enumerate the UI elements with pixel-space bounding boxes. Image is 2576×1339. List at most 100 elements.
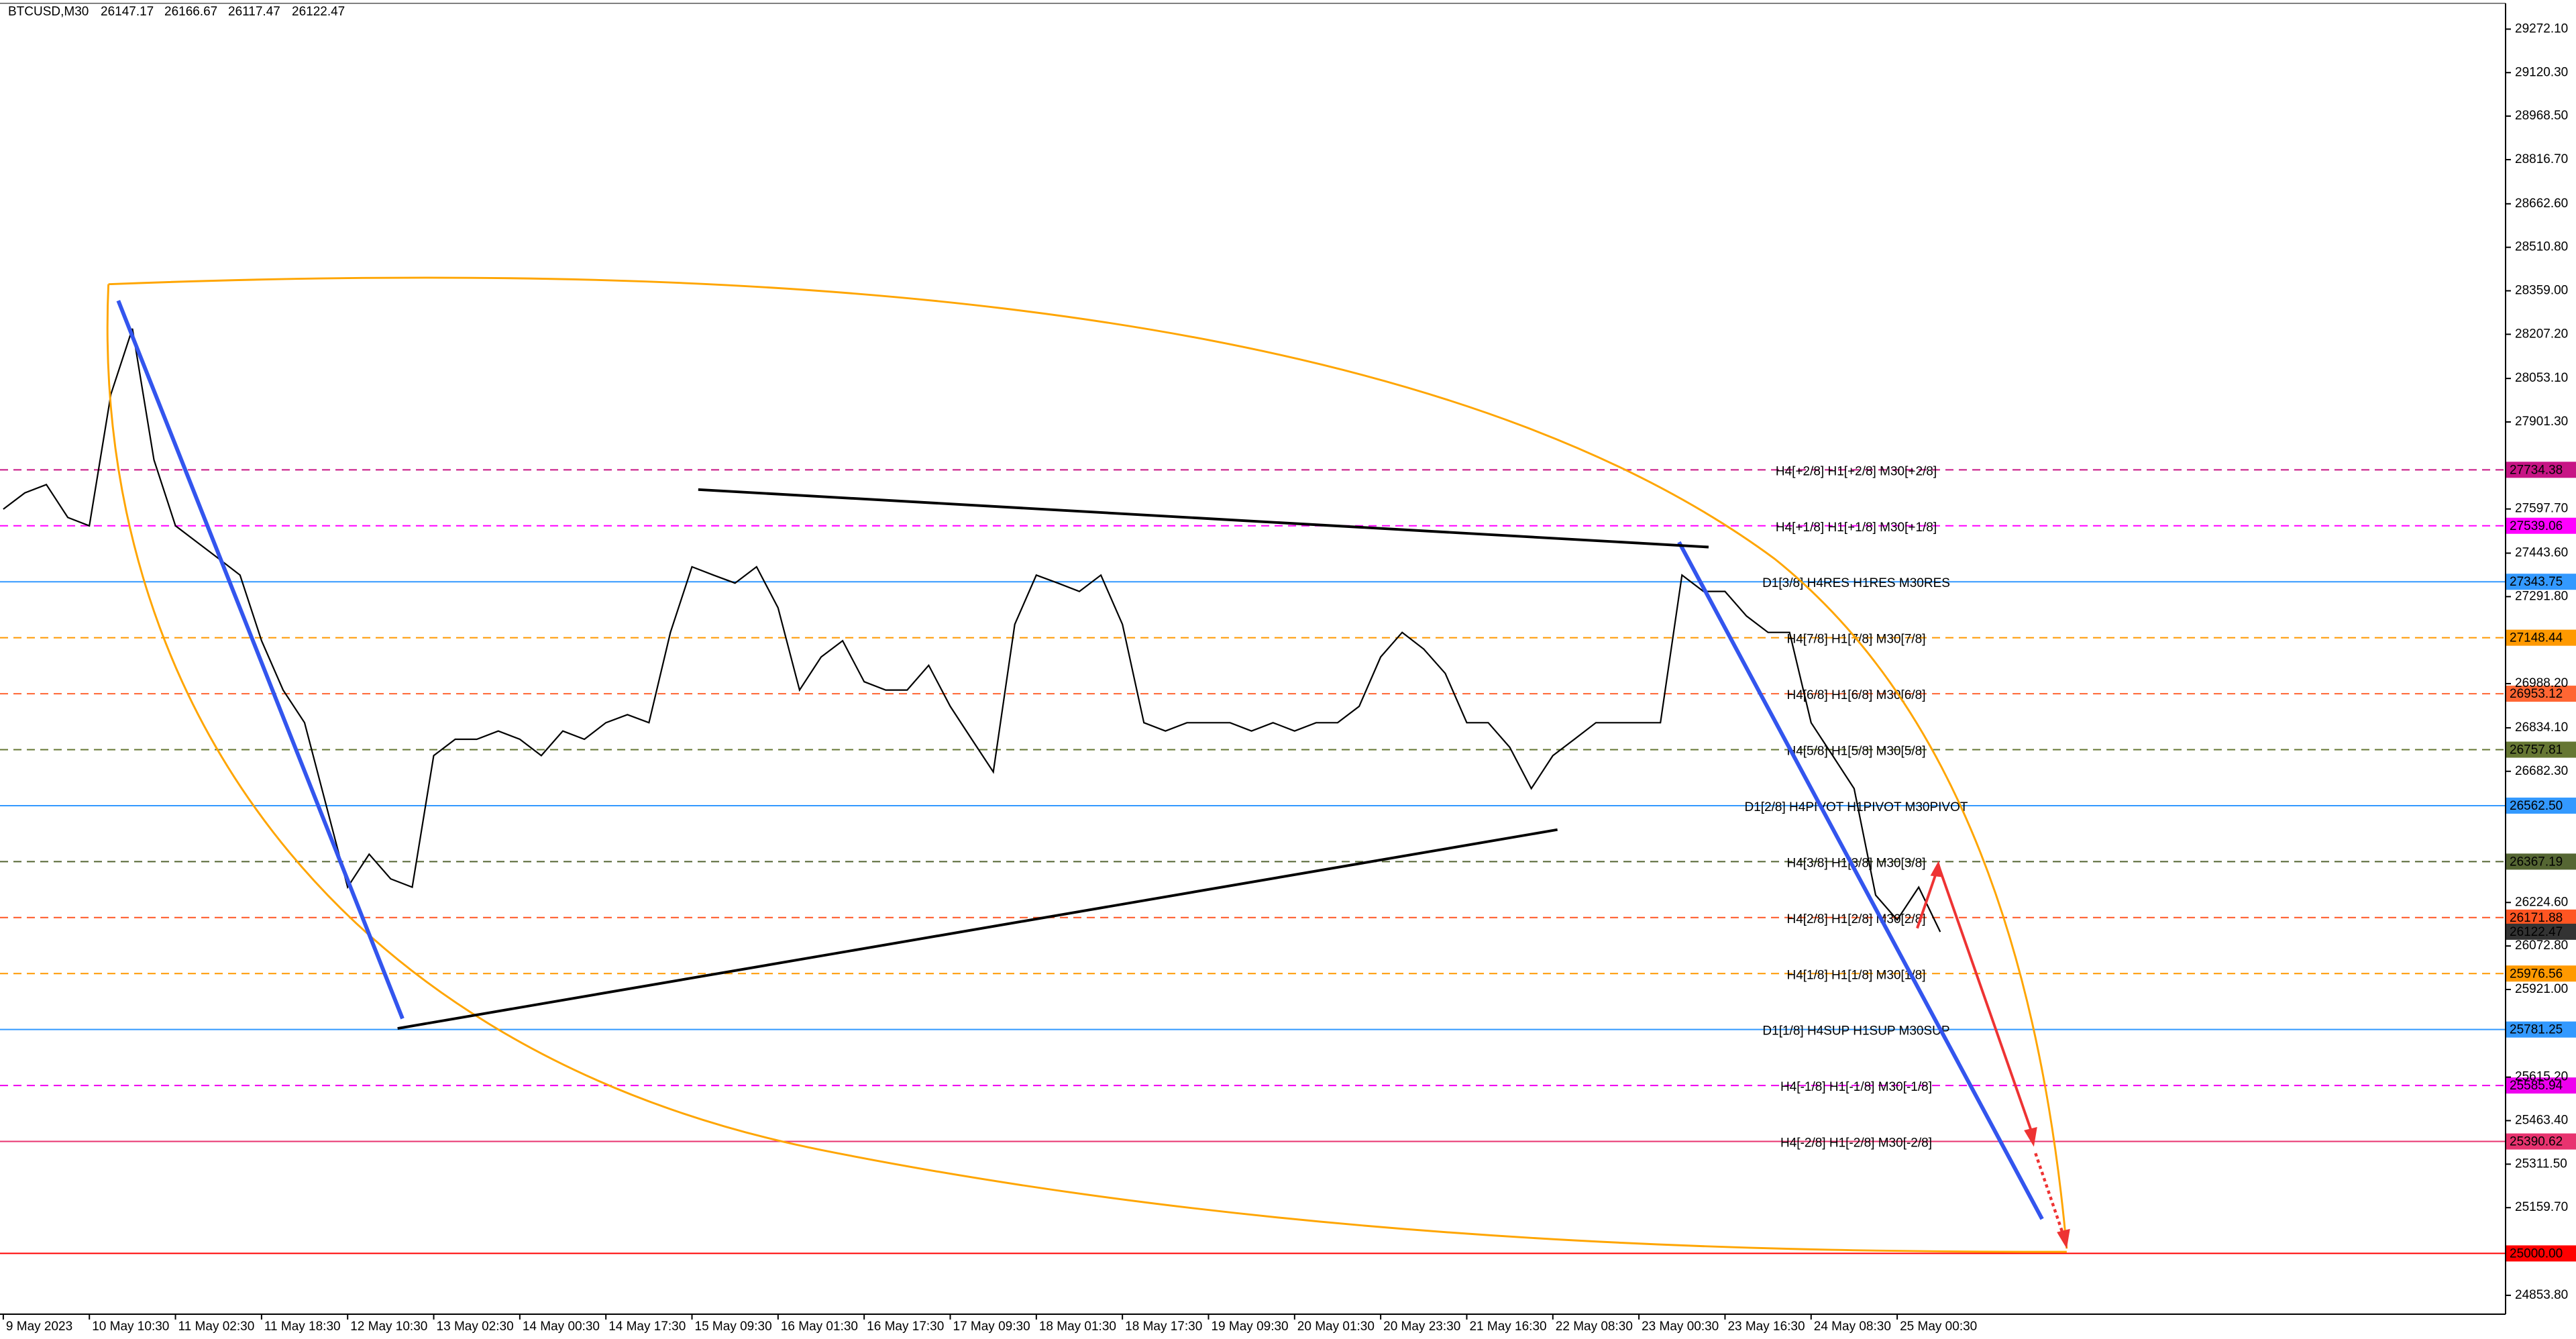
x-tick-label: 20 May 23:30 xyxy=(1383,1320,1460,1334)
y-tick-label: 28510.80 xyxy=(2515,240,2568,254)
levels: H4[+2/8] H1[+2/8] M30[+2/8] 27734.38 H4[+1… xyxy=(0,462,2576,1262)
y-tick-label: 28816.70 xyxy=(2515,152,2568,166)
level-tag-label: 27734.38 xyxy=(2510,463,2563,477)
level-label: H4[6/8] H1[6/8] M30[6/8] xyxy=(1786,688,1925,702)
trend-line xyxy=(1677,541,2044,1220)
arrow-head xyxy=(2024,1127,2037,1147)
level-tag xyxy=(2506,1245,2576,1262)
x-tick-label: 9 May 2023 xyxy=(6,1320,72,1334)
symbol: BTCUSD,M30 xyxy=(8,5,89,19)
price-series xyxy=(3,328,1941,932)
level-label: H4[+2/8] H1[+2/8] M30[+2/8] xyxy=(1776,464,1937,478)
x-tick-label: 10 May 10:30 xyxy=(92,1320,169,1334)
x-tick-label: 16 May 01:30 xyxy=(781,1320,858,1334)
x-tick-label: 21 May 16:30 xyxy=(1469,1320,1546,1334)
arrow-head xyxy=(2057,1228,2070,1249)
forecast-arrow xyxy=(2034,1153,2065,1236)
x-tick-label: 17 May 09:30 xyxy=(953,1320,1030,1334)
level-label: H4[-2/8] H1[-2/8] M30[-2/8] xyxy=(1780,1136,1932,1150)
y-tick-label: 27291.80 xyxy=(2515,589,2568,603)
level-tag-label: 25976.56 xyxy=(2510,967,2563,981)
level-label: D1[2/8] H4PIVOT H1PIVOT M30PIVOT xyxy=(1745,800,1968,814)
y-tick-label: 25463.40 xyxy=(2515,1113,2568,1127)
level-tag-label: 27539.06 xyxy=(2510,519,2563,533)
header: BTCUSD,M30 26147.17 26166.67 26117.47 26… xyxy=(8,5,345,19)
level-tag xyxy=(2506,629,2576,646)
y-tick-label: 28053.10 xyxy=(2515,371,2568,385)
level-tag-label: 26953.12 xyxy=(2510,687,2563,701)
x-tick-label: 13 May 02:30 xyxy=(437,1320,514,1334)
y-tick-label: 25311.50 xyxy=(2515,1157,2567,1171)
y-tick-label: 26682.30 xyxy=(2515,764,2568,778)
y-tick-label: 25921.00 xyxy=(2515,982,2568,996)
x-tick-label: 14 May 00:30 xyxy=(523,1320,600,1334)
y-tick-label: 27901.30 xyxy=(2515,415,2568,429)
x-tick-label: 22 May 08:30 xyxy=(1556,1320,1633,1334)
trend-line xyxy=(116,300,405,1020)
y-tick-label: 25159.70 xyxy=(2515,1200,2568,1214)
y-tick-label: 27443.60 xyxy=(2515,546,2568,560)
level-tag xyxy=(2506,462,2576,478)
level-tag-label: 27148.44 xyxy=(2510,631,2563,645)
level-tag-label: 25781.25 xyxy=(2510,1023,2563,1037)
arc-bottom xyxy=(106,284,2067,1253)
x-tick-label: 16 May 17:30 xyxy=(867,1320,944,1334)
level-label: H4[1/8] H1[1/8] M30[1/8] xyxy=(1786,968,1925,982)
level-label: D1[3/8] H4RES H1RES M30RES xyxy=(1762,576,1950,590)
y-tick-label: 24853.80 xyxy=(2515,1288,2568,1302)
low: 26117.47 xyxy=(228,5,280,19)
x-tick-label: 12 May 10:30 xyxy=(350,1320,427,1334)
level-tag xyxy=(2506,686,2576,702)
drawings xyxy=(106,276,2070,1253)
arc-top xyxy=(108,276,2068,1249)
level-tag xyxy=(2506,909,2576,926)
x-tick-label: 25 May 00:30 xyxy=(1900,1320,1977,1334)
y-tick-label: 26834.10 xyxy=(2515,720,2568,735)
level-tag xyxy=(2506,1021,2576,1038)
level-tag-label: 25390.62 xyxy=(2510,1135,2563,1149)
level-tag xyxy=(2506,741,2576,758)
x-tick-label: 15 May 09:30 xyxy=(695,1320,772,1334)
level-tag-label: 26367.19 xyxy=(2510,855,2563,869)
x-tick-label: 23 May 00:30 xyxy=(1642,1320,1719,1334)
x-tick-label: 18 May 01:30 xyxy=(1039,1320,1116,1334)
x-tick-label: 19 May 09:30 xyxy=(1211,1320,1288,1334)
arrow-head xyxy=(1930,861,1944,877)
axes xyxy=(0,3,2506,1315)
x-tick-label: 14 May 17:30 xyxy=(608,1320,686,1334)
y-tick-label: 29120.30 xyxy=(2515,65,2568,79)
y-tick-label: 28968.50 xyxy=(2515,109,2568,123)
close: 26122.47 xyxy=(292,5,345,19)
trend-line xyxy=(698,488,1709,549)
y-tick-label: 26988.20 xyxy=(2515,676,2568,690)
y-tick-label: 26224.60 xyxy=(2515,895,2568,909)
open: 26147.17 xyxy=(101,5,154,19)
y-tick-label: 29272.10 xyxy=(2515,21,2568,36)
level-tag xyxy=(2506,517,2576,534)
x-tick-label: 11 May 18:30 xyxy=(264,1320,341,1334)
x-tick-label: 23 May 16:30 xyxy=(1727,1320,1805,1334)
level-tag xyxy=(2506,797,2576,814)
level-tag-label: 25000.00 xyxy=(2510,1246,2563,1261)
level-tag xyxy=(2506,965,2576,982)
level-label: H4[5/8] H1[5/8] M30[5/8] xyxy=(1786,745,1925,759)
y-tick-label: 28359.00 xyxy=(2515,283,2568,297)
level-tag xyxy=(2506,1077,2576,1094)
price-line xyxy=(3,328,1941,932)
y-tick-label: 28662.60 xyxy=(2515,197,2568,211)
x-tick-label: 24 May 08:30 xyxy=(1814,1320,1891,1334)
level-tag-label: 27343.75 xyxy=(2510,575,2563,589)
level-tag xyxy=(2506,1133,2576,1150)
x-tick-label: 20 May 01:30 xyxy=(1297,1320,1375,1334)
y-tick-label: 26072.80 xyxy=(2515,939,2568,953)
level-label: H4[-1/8] H1[-1/8] M30[-1/8] xyxy=(1780,1080,1932,1094)
level-tag xyxy=(2506,574,2576,590)
level-tag-label: 26171.88 xyxy=(2510,911,2563,925)
level-tag xyxy=(2506,853,2576,870)
price-tag xyxy=(2506,923,2576,940)
y-tick-label: 27597.70 xyxy=(2515,502,2568,516)
level-tag-label: 26562.50 xyxy=(2510,799,2563,813)
